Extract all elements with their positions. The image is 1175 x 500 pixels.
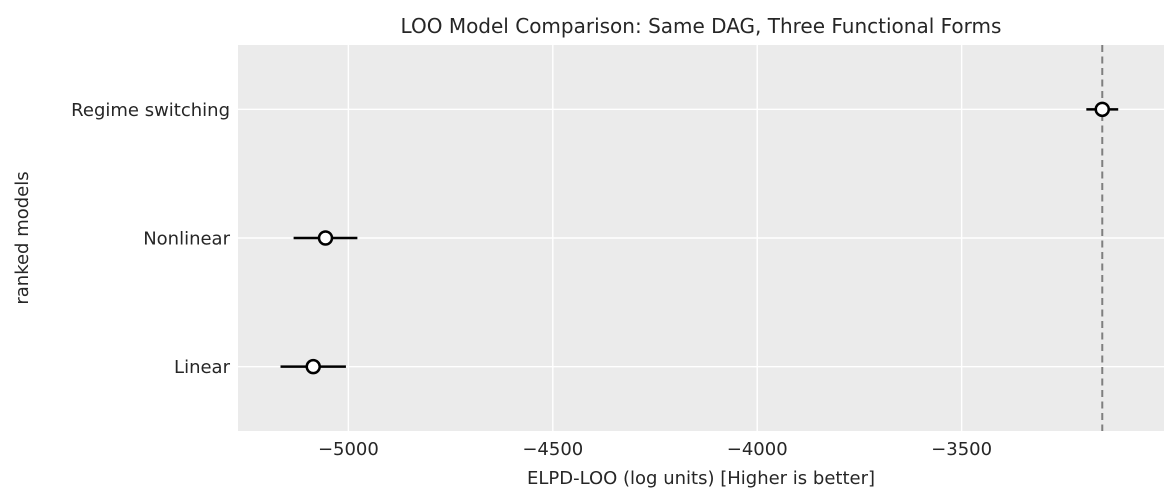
elpd-point-marker: [305, 358, 321, 375]
y-category-labels: Regime switching Nonlinear Linear: [71, 100, 230, 378]
chart-title: LOO Model Comparison: Same DAG, Three Fu…: [401, 14, 1002, 38]
x-tick-labels: −5000 −4500 −4000 −3500: [318, 439, 992, 460]
x-axis-label: ELPD-LOO (log units) [Higher is better]: [527, 468, 875, 489]
x-tick-label: −5000: [318, 439, 379, 460]
elpd-point-marker: [1094, 101, 1111, 118]
y-category-label: Linear: [174, 357, 231, 378]
x-tick-label: −3500: [931, 439, 992, 460]
elpd-point-marker: [317, 230, 334, 246]
y-category-label: Nonlinear: [143, 229, 230, 250]
y-category-label: Regime switching: [71, 100, 230, 121]
x-tick-label: −4000: [727, 439, 788, 460]
x-tick-label: −4500: [522, 439, 583, 460]
grid-layer: [238, 45, 1164, 431]
y-axis-label: ranked models: [12, 171, 33, 304]
data-layer: [280, 101, 1119, 375]
